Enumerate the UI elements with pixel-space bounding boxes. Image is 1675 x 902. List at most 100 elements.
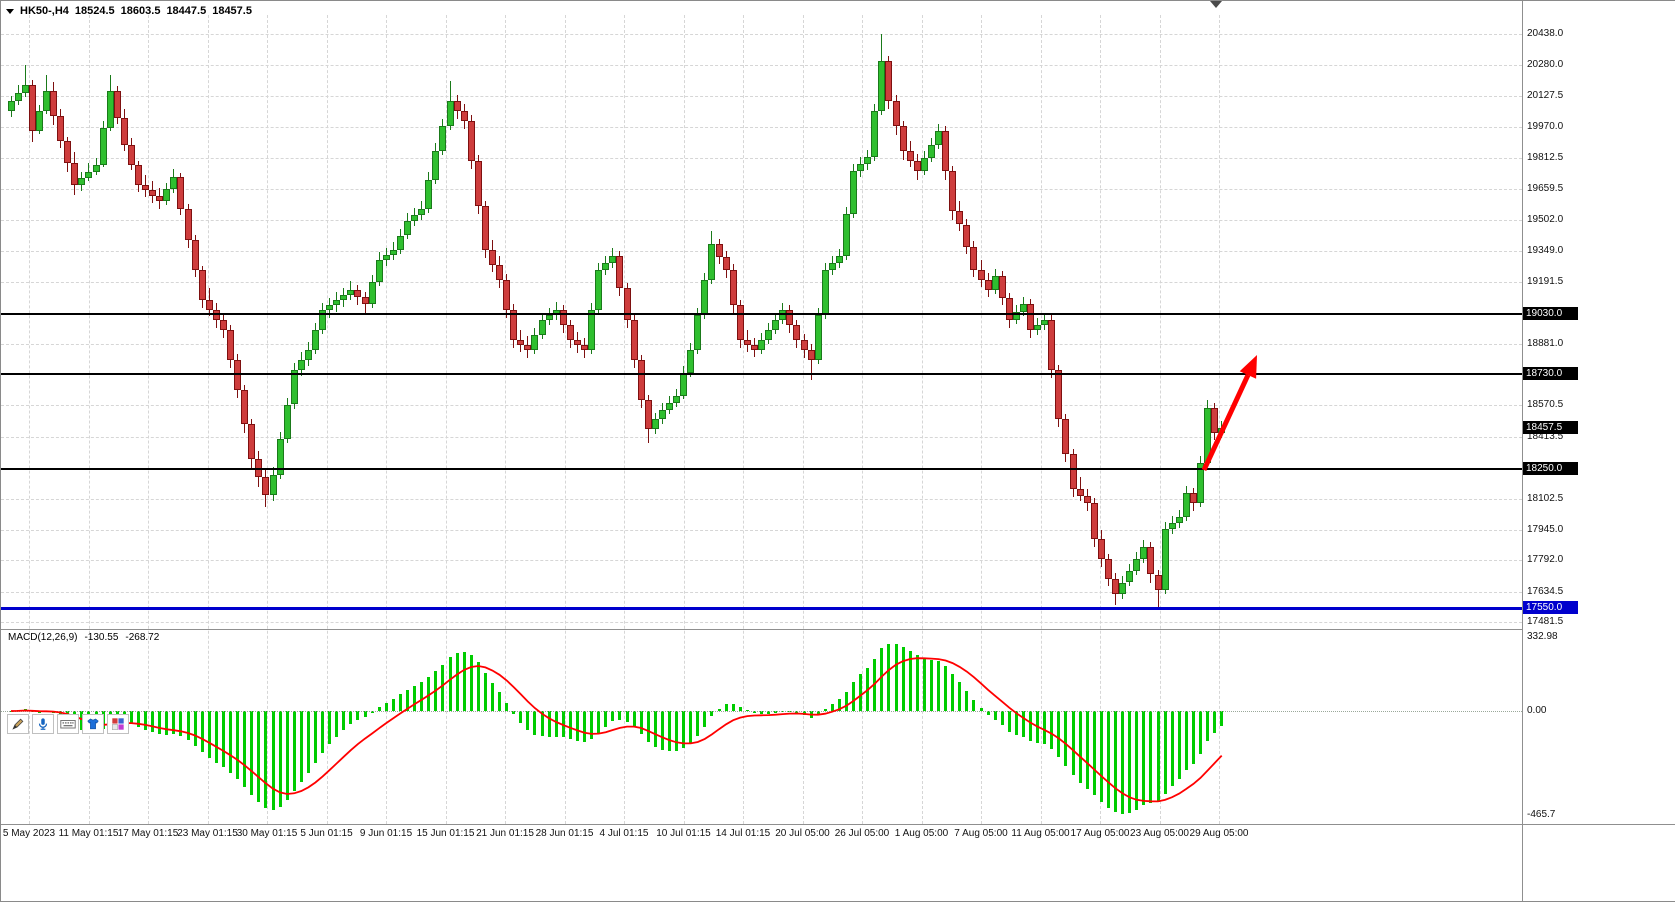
candle: [326, 305, 334, 311]
pen-icon[interactable]: [7, 714, 29, 734]
macd-histogram-bar: [1135, 711, 1139, 810]
horizontal-level-line[interactable]: [1, 313, 1522, 315]
grid-hline: [1, 560, 1522, 562]
macd-histogram-bar: [1071, 711, 1075, 776]
candle: [1034, 325, 1042, 330]
grid-vline: [505, 15, 506, 824]
price-axis-label: 17634.5: [1527, 585, 1564, 597]
time-axis[interactable]: 5 May 2023 11 May 01:15 17 May 01:15 23 May…: [1, 825, 1522, 845]
candle: [35, 111, 43, 132]
macd-histogram-bar: [278, 711, 282, 807]
candle: [1076, 489, 1084, 496]
candle: [460, 111, 468, 122]
time-axis-label: 28 Jun 01:15: [535, 828, 594, 839]
price-axis-label: 17481.5: [1527, 616, 1564, 627]
candle: [78, 177, 86, 185]
candle: [269, 475, 277, 495]
macd-histogram-bar: [236, 711, 240, 779]
candle: [878, 61, 886, 112]
candle: [566, 325, 574, 340]
candle: [765, 329, 773, 340]
candle: [382, 255, 390, 261]
candle: [418, 208, 426, 215]
microphone-icon[interactable]: [32, 714, 54, 734]
chart-toolbar: [7, 714, 129, 734]
candle: [354, 290, 362, 298]
macd-histogram-bar: [158, 711, 162, 735]
macd-indicator-label: MACD(12,26,9) -130.55 -268.72: [8, 632, 159, 643]
candle: [906, 150, 914, 161]
candle: [913, 160, 921, 171]
candle: [864, 156, 872, 164]
time-axis-label: 15 Jun 01:15: [416, 828, 475, 839]
macd-histogram-bar: [703, 711, 707, 727]
macd-histogram-bar: [880, 647, 884, 711]
macd-pane-separator[interactable]: [1, 629, 1675, 630]
candle: [644, 399, 652, 430]
price-axis-label: 20280.0: [1527, 59, 1564, 71]
candle: [708, 244, 716, 281]
chart-shift-marker[interactable]: [1210, 1, 1222, 8]
macd-histogram-bar: [398, 694, 402, 711]
shirt-icon[interactable]: [82, 714, 104, 734]
candle: [425, 179, 433, 209]
price-axis-label: 19812.5: [1527, 152, 1564, 164]
macd-histogram-bar: [1177, 711, 1181, 780]
symbol-dropdown-icon[interactable]: [6, 8, 14, 14]
candle: [1069, 454, 1077, 489]
candle: [99, 128, 107, 165]
candle: [1133, 558, 1141, 571]
candle: [113, 91, 121, 119]
macd-histogram-bar: [951, 673, 955, 711]
candle: [531, 334, 539, 350]
grid-vline: [207, 15, 209, 824]
macd-histogram-bar: [1220, 711, 1224, 726]
macd-histogram-bar: [597, 711, 601, 733]
price-badge: 19030.0: [1523, 307, 1578, 320]
candle: [446, 101, 454, 127]
chart-plot-area[interactable]: [1, 1, 1522, 901]
horizontal-level-line[interactable]: [1, 468, 1522, 471]
macd-histogram-bar: [1085, 711, 1089, 789]
macd-histogram-bar: [193, 711, 197, 746]
macd-histogram-bar: [1128, 711, 1132, 813]
candle: [949, 170, 957, 211]
horizontal-level-line[interactable]: [1, 606, 1522, 610]
candle: [234, 359, 242, 390]
quote-close: 18457.5: [212, 5, 252, 17]
macd-histogram-bar: [852, 681, 855, 711]
candle: [411, 214, 419, 221]
macd-histogram-bar: [151, 711, 155, 733]
macd-zero-line: [1, 711, 1522, 712]
grid-hline: [1, 281, 1522, 283]
candle: [1154, 574, 1162, 591]
macd-histogram-bar: [901, 646, 905, 711]
macd-histogram-bar: [1021, 711, 1025, 738]
candle: [927, 145, 935, 158]
candle: [28, 85, 36, 131]
price-axis[interactable]: 20438.0 20280.0 20127.5 19970.0 19812.5 19659…: [1523, 1, 1675, 824]
horizontal-level-line[interactable]: [1, 372, 1522, 375]
macd-histogram-bar: [490, 682, 494, 711]
palette-icon[interactable]: [107, 714, 129, 734]
grid-vline: [981, 15, 982, 824]
macd-histogram-bar: [915, 655, 919, 711]
macd-histogram-bar: [554, 711, 558, 737]
candle: [935, 131, 942, 145]
macd-histogram-bar: [349, 711, 353, 724]
macd-histogram-bar: [583, 711, 586, 742]
candle: [1104, 558, 1112, 579]
grid-hline: [1, 498, 1522, 500]
candle: [1189, 493, 1197, 503]
candle: [942, 131, 950, 171]
candle: [319, 310, 326, 330]
keyboard-icon[interactable]: [57, 714, 79, 734]
price-badge: 18730.0: [1523, 366, 1578, 380]
macd-histogram-bar: [1050, 711, 1054, 749]
macd-histogram-bar: [873, 658, 877, 711]
macd-histogram-bar: [958, 681, 962, 711]
grid-vline: [743, 15, 744, 824]
candle: [1112, 578, 1119, 595]
time-axis-label: 17 May 01:15: [117, 828, 179, 839]
macd-histogram-bar: [625, 711, 629, 722]
